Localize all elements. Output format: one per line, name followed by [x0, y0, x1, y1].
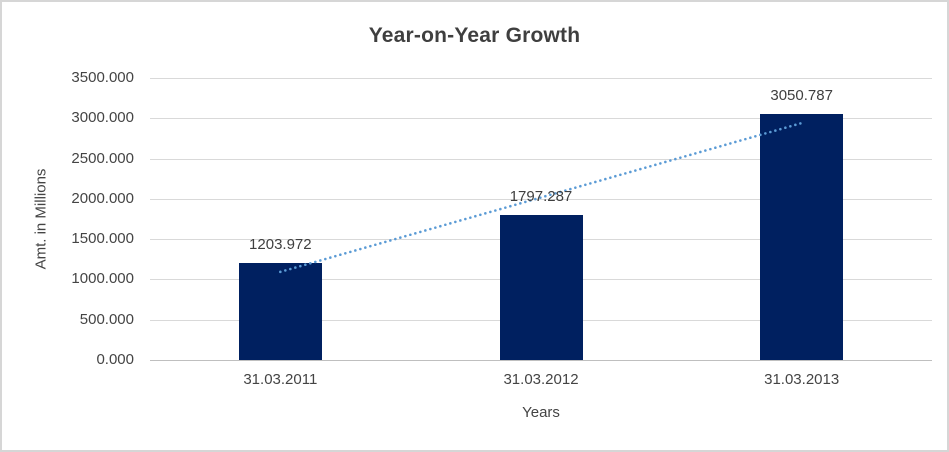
y-axis-tick-label: 1500.000 — [71, 230, 134, 247]
x-axis-tick-label: 31.03.2013 — [764, 371, 840, 388]
x-axis-tick-label: 31.03.2012 — [503, 371, 579, 388]
data-label: 1797.287 — [509, 188, 573, 205]
x-axis-line — [150, 360, 932, 361]
gridline — [150, 78, 932, 79]
gridline — [150, 118, 932, 119]
y-axis-tick-label: 2500.000 — [71, 150, 134, 167]
data-label: 3050.787 — [770, 87, 833, 104]
y-axis-tick-label: 0.000 — [96, 351, 134, 368]
chart-title: Year-on-Year Growth — [368, 24, 581, 47]
y-axis-tick-label: 500.000 — [79, 311, 134, 328]
data-label: 1203.972 — [249, 236, 312, 253]
y-axis-tick-label: 3500.000 — [71, 69, 134, 86]
y-axis-tick-label: 3000.000 — [71, 109, 134, 126]
bar-31.03.2011[interactable] — [239, 263, 322, 360]
x-axis-tick-label: 31.03.2011 — [243, 371, 318, 388]
bar-31.03.2013[interactable] — [760, 114, 843, 360]
y-axis-title-text: Amt. in Millions — [32, 168, 50, 270]
y-axis-tick-label: 1000.000 — [71, 270, 134, 287]
x-axis-title: Years — [522, 404, 560, 421]
y-axis-tick-label: 2000.000 — [71, 190, 134, 207]
bar-31.03.2012[interactable] — [500, 215, 583, 360]
